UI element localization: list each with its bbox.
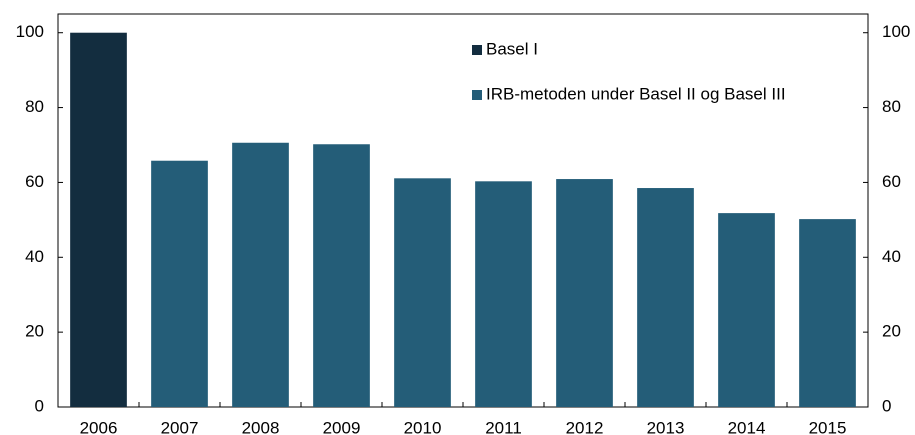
x-tick-label: 2010: [404, 418, 442, 435]
x-tick-label: 2009: [323, 418, 361, 435]
bar: [718, 213, 775, 407]
bar: [70, 32, 127, 407]
y-tick-label: 100: [16, 22, 44, 41]
bar: [637, 188, 694, 407]
x-tick-label: 2007: [161, 418, 199, 435]
x-tick-label: 2013: [647, 418, 685, 435]
y-tick-label: 60: [25, 172, 44, 191]
bar: [799, 219, 856, 407]
x-tick-label: 2011: [485, 418, 522, 435]
bar: [151, 160, 208, 407]
x-tick-label: 2012: [566, 418, 604, 435]
bar: [232, 142, 289, 408]
legend-swatch: [472, 90, 482, 100]
y2-tick-label: 80: [882, 97, 901, 116]
y2-tick-label: 40: [882, 247, 901, 266]
y-tick-label: 80: [25, 97, 44, 116]
y-tick-label: 20: [25, 322, 44, 341]
legend-swatch: [472, 45, 482, 55]
y2-tick-label: 20: [882, 322, 901, 341]
x-tick-label: 2014: [728, 418, 766, 435]
bar: [475, 181, 532, 407]
x-tick-label: 2008: [242, 418, 280, 435]
y2-tick-label: 100: [882, 22, 910, 41]
bar: [394, 178, 451, 407]
x-tick-label: 2006: [80, 418, 118, 435]
bar: [556, 179, 613, 407]
legend-label: Basel I: [486, 39, 538, 58]
y2-tick-label: 0: [882, 396, 891, 415]
legend-label: IRB-metoden under Basel II og Basel III: [486, 84, 786, 103]
bar: [313, 144, 370, 407]
y-tick-label: 40: [25, 247, 44, 266]
y-tick-label: 0: [35, 396, 44, 415]
y2-tick-label: 60: [882, 172, 901, 191]
x-tick-label: 2015: [809, 418, 847, 435]
